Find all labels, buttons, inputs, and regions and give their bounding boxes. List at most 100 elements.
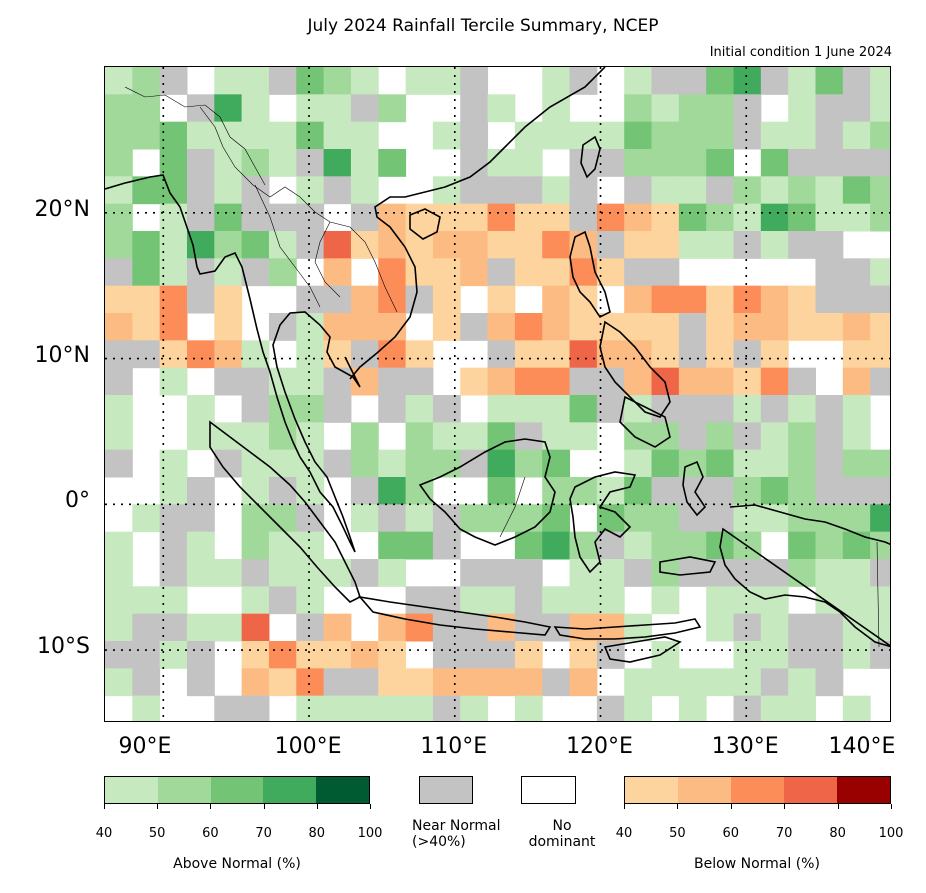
tercile-cell [132, 586, 161, 615]
tercile-cell [542, 313, 571, 341]
tercile-cell [350, 176, 379, 205]
longitude-tick: 130°E [711, 734, 779, 759]
tercile-cell [842, 559, 871, 587]
tercile-cell [186, 340, 215, 369]
tercile-cell [514, 121, 543, 150]
tercile-cell [214, 613, 243, 642]
tercile-cell [706, 313, 735, 341]
tercile-cell [132, 504, 161, 533]
tercile-cell [733, 559, 762, 587]
tercile-cell [214, 258, 243, 287]
tercile-cell [514, 668, 543, 697]
tercile-cell [323, 176, 352, 205]
tercile-cell [159, 176, 188, 205]
tercile-cell [760, 231, 789, 259]
tercile-cell [596, 586, 625, 615]
tercile-cell [323, 395, 352, 423]
tercile-cell [569, 641, 598, 669]
tercile-cell [186, 641, 215, 669]
tercile-cell [323, 149, 352, 177]
tercile-cell [378, 668, 407, 697]
tercile-cell [788, 695, 816, 721]
above-normal-tick: 60 [202, 826, 219, 841]
tercile-cell [105, 203, 133, 232]
above-normal-tick-mark [370, 804, 371, 809]
tercile-cell [296, 94, 325, 123]
tercile-cell [268, 477, 297, 505]
tercile-cell [733, 641, 762, 669]
tercile-cell [268, 422, 297, 451]
tercile-cell [706, 586, 735, 615]
tercile-cell [460, 67, 489, 95]
tercile-cell [296, 67, 325, 95]
tercile-cell [105, 613, 133, 642]
tercile-cell [842, 340, 871, 369]
tercile-cell [432, 504, 461, 533]
tercile-cell [268, 395, 297, 423]
tercile-cell [432, 203, 461, 232]
tercile-cell [678, 176, 707, 205]
coastline-borneo [418, 438, 556, 546]
tercile-cell [214, 695, 243, 721]
below-normal-tick-mark [677, 804, 679, 809]
tercile-cell [432, 531, 461, 560]
tercile-cell [214, 285, 243, 314]
tercile-cell [815, 285, 844, 314]
tercile-cell [159, 449, 188, 478]
tercile-cell [678, 367, 707, 396]
coastline-timor [603, 636, 682, 663]
tercile-cell [378, 477, 407, 505]
tercile-cell [788, 531, 816, 560]
tercile-cell [214, 67, 243, 95]
tercile-cell [596, 258, 625, 287]
tercile-cell [268, 504, 297, 533]
tercile-cell [241, 477, 270, 505]
tercile-cell [788, 94, 816, 123]
map-canvas [105, 67, 890, 721]
tercile-cell [569, 422, 598, 451]
tercile-cell [569, 531, 598, 560]
tercile-cell [842, 449, 871, 478]
tercile-cell [487, 668, 516, 697]
tercile-cell [296, 422, 325, 451]
tercile-cell [596, 367, 625, 396]
tercile-cell [105, 258, 133, 287]
tercile-cell [159, 531, 188, 560]
tercile-cell [487, 477, 516, 505]
tercile-cell [678, 231, 707, 259]
tercile-cell [350, 285, 379, 314]
tercile-cell [842, 121, 871, 150]
tercile-cell [460, 149, 489, 177]
tercile-cell [105, 313, 133, 341]
tercile-cell [842, 176, 871, 205]
tercile-cell [760, 668, 789, 697]
tercile-cell [460, 258, 489, 287]
tercile-cell [624, 367, 653, 396]
tercile-cell [733, 395, 762, 423]
tercile-cell [268, 67, 297, 95]
tercile-cell [733, 695, 762, 721]
tercile-cell [706, 422, 735, 451]
tercile-cell [105, 641, 133, 669]
tercile-cell [624, 149, 653, 177]
tercile-cell [378, 203, 407, 232]
tercile-cell [268, 531, 297, 560]
tercile-cell [788, 67, 816, 95]
coastlines [105, 67, 890, 663]
tercile-cell [132, 67, 161, 95]
tercile-cell [214, 367, 243, 396]
tercile-cell [350, 313, 379, 341]
tercile-cell [569, 313, 598, 341]
tercile-cell [542, 531, 571, 560]
tercile-cell [105, 395, 133, 423]
tercile-cell [815, 531, 844, 560]
tercile-cell [815, 477, 844, 505]
tercile-cell [788, 231, 816, 259]
above-normal-swatch [316, 777, 369, 803]
tercile-cell [323, 285, 352, 314]
tercile-cell [706, 504, 735, 533]
tercile-cell [487, 258, 516, 287]
tercile-cell [350, 477, 379, 505]
tercile-cell [487, 313, 516, 341]
tercile-cell [460, 176, 489, 205]
